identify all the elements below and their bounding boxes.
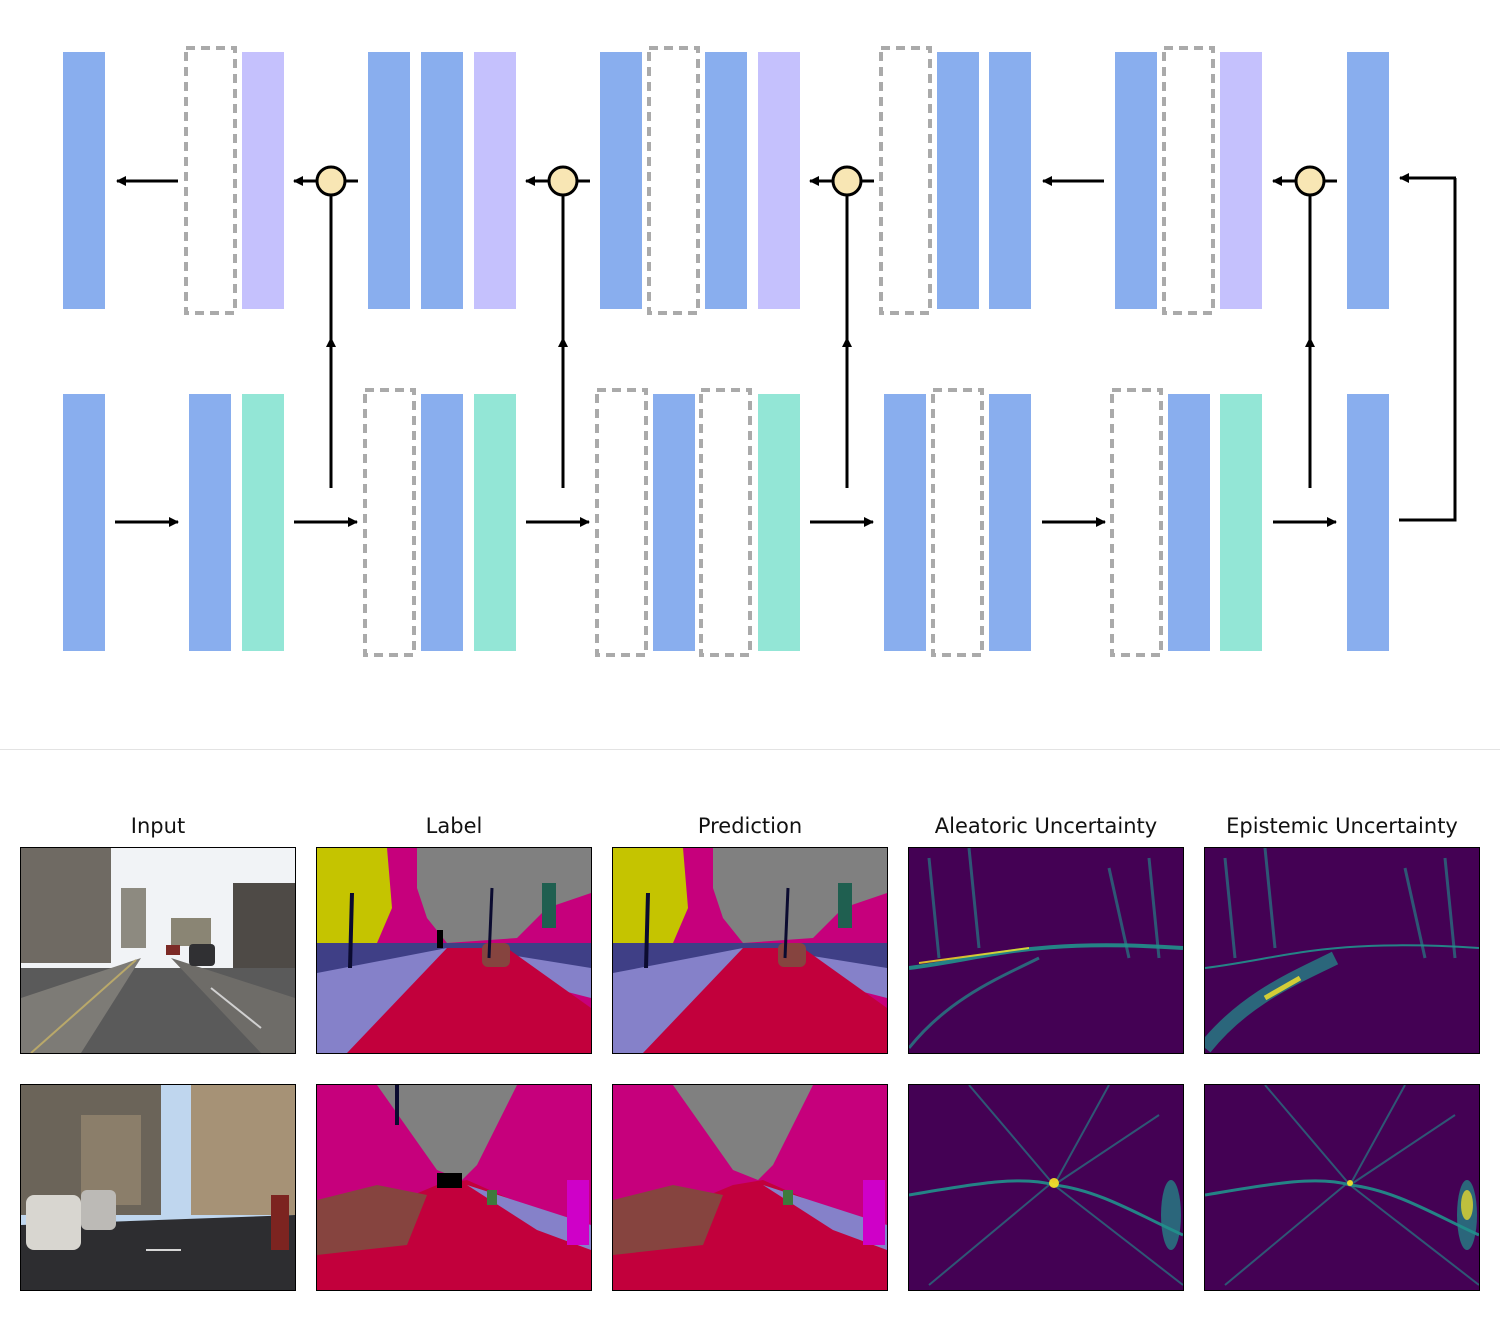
bottom-feature-block — [63, 394, 105, 651]
top-decoder-block — [474, 52, 516, 309]
column-title: Prediction — [697, 814, 803, 838]
bottom-encoder-block — [242, 394, 284, 651]
epistemic-uncertainty-map — [1204, 847, 1480, 1054]
architecture-diagram — [63, 46, 1457, 657]
top-feature-block — [63, 52, 105, 309]
section-divider — [0, 749, 1500, 750]
prediction-image — [612, 1084, 888, 1291]
input-image — [20, 847, 296, 1054]
aleatoric-uncertainty-map — [908, 1084, 1184, 1291]
column-title: Label — [425, 814, 483, 838]
merge-node-icon — [1294, 165, 1326, 197]
top-feature-block — [1115, 52, 1157, 309]
top-feature-block — [705, 52, 747, 309]
bottom-feature-block — [421, 394, 463, 651]
top-feature-block — [1347, 52, 1389, 309]
top-feature-block — [600, 52, 642, 309]
bottom-feature-block — [989, 394, 1031, 651]
bottom-feature-block — [1168, 394, 1210, 651]
top-feature-block — [937, 52, 979, 309]
top-decoder-block — [242, 52, 284, 309]
bottom-placeholder-block — [363, 388, 416, 657]
label-image — [316, 1084, 592, 1291]
top-decoder-block — [1220, 52, 1262, 309]
loop-connection — [1399, 178, 1457, 522]
bottom-feature-block — [884, 394, 926, 651]
column-title: Input — [130, 814, 186, 838]
bottom-feature-block — [189, 394, 231, 651]
label-image — [316, 847, 592, 1054]
top-decoder-block — [758, 52, 800, 309]
merge-node-icon — [831, 165, 863, 197]
aleatoric-uncertainty-map — [908, 847, 1184, 1054]
bottom-placeholder-block — [931, 388, 984, 657]
column-title: Epistemic Uncertainty — [1226, 814, 1458, 838]
bottom-encoder-block — [1220, 394, 1262, 651]
top-placeholder-block — [647, 46, 700, 315]
bottom-encoder-block — [474, 394, 516, 651]
top-placeholder-block — [879, 46, 932, 315]
prediction-image — [612, 847, 888, 1054]
top-placeholder-block — [184, 46, 237, 315]
epistemic-uncertainty-map — [1204, 1084, 1480, 1291]
bottom-placeholder-block — [699, 388, 752, 657]
top-placeholder-block — [1162, 46, 1215, 315]
bottom-feature-block — [653, 394, 695, 651]
bottom-encoder-block — [758, 394, 800, 651]
bottom-feature-block — [1347, 394, 1389, 651]
top-feature-block — [421, 52, 463, 309]
merge-node-icon — [315, 165, 347, 197]
input-image — [20, 1084, 296, 1291]
column-title: Aleatoric Uncertainty — [934, 814, 1158, 838]
merge-node-icon — [547, 165, 579, 197]
top-feature-block — [368, 52, 410, 309]
bottom-placeholder-block — [1110, 388, 1163, 657]
bottom-placeholder-block — [595, 388, 648, 657]
top-feature-block — [989, 52, 1031, 309]
